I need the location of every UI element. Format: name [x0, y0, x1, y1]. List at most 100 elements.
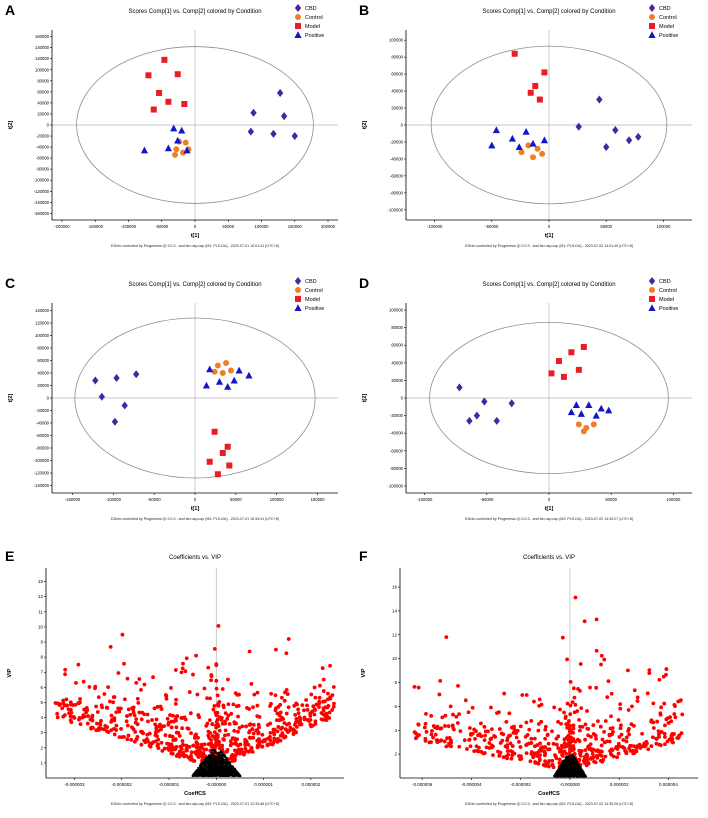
svg-text:9: 9 — [40, 640, 43, 645]
svg-text:-60000: -60000 — [390, 448, 404, 453]
svg-text:t[1]: t[1] — [545, 233, 554, 239]
svg-text:Control: Control — [305, 288, 323, 294]
svg-text:2: 2 — [40, 745, 43, 750]
panel-a: A Scores Comp[1] vs. Comp[2] colored by … — [0, 0, 354, 272]
svg-text:100000: 100000 — [270, 497, 285, 502]
svg-text:-0.000000: -0.000000 — [560, 782, 581, 787]
svg-text:60000: 60000 — [37, 358, 49, 363]
svg-text:-140000: -140000 — [34, 483, 50, 488]
svg-text:8: 8 — [394, 680, 397, 685]
svg-text:-80000: -80000 — [36, 446, 50, 451]
svg-text:50000: 50000 — [605, 497, 617, 502]
svg-text:5: 5 — [40, 700, 43, 705]
svg-text:100000: 100000 — [389, 38, 404, 43]
svg-text:-20000: -20000 — [390, 413, 404, 418]
svg-text:6: 6 — [394, 704, 397, 709]
svg-text:10: 10 — [38, 624, 44, 629]
svg-text:EZinfo controlled by Progenesi: EZinfo controlled by Progenesis QI 3.0.3… — [111, 517, 279, 521]
svg-text:3: 3 — [40, 730, 43, 735]
panel-f: F Coefficients vs. VIP 2 4 6 8 10 12 14 16 -0.000… — [354, 546, 708, 818]
svg-text:-0.000001: -0.000001 — [159, 782, 180, 787]
svg-text:-0.000002: -0.000002 — [511, 782, 532, 787]
svg-text:80000: 80000 — [391, 55, 403, 60]
svg-text:EZinfo controlled by Progenesi: EZinfo controlled by Progenesis QI 3.0.3… — [111, 244, 279, 248]
svg-text:150000: 150000 — [311, 497, 326, 502]
svg-text:Control: Control — [305, 15, 323, 21]
svg-text:-0.000003: -0.000003 — [64, 782, 85, 787]
svg-text:-120000: -120000 — [34, 189, 50, 194]
svg-text:-100000: -100000 — [121, 224, 137, 229]
svg-text:Positive: Positive — [659, 306, 678, 312]
scores-plot-a: Scores Comp[1] vs. Comp[2] colored by Co… — [8, 3, 338, 248]
svg-text:-100000: -100000 — [388, 483, 404, 488]
svg-text:-100000: -100000 — [388, 207, 404, 212]
svg-text:20000: 20000 — [37, 383, 49, 388]
svg-text:100000: 100000 — [35, 333, 50, 338]
svg-text:0: 0 — [401, 396, 404, 401]
svg-text:60000: 60000 — [391, 343, 403, 348]
svg-text:EZinfo controlled by Progenesi: EZinfo controlled by Progenesis QI 3.0.3… — [465, 244, 633, 248]
svg-text:Model: Model — [659, 24, 674, 30]
panel-label-d: D — [359, 275, 370, 291]
svg-text:-60000: -60000 — [36, 156, 50, 161]
svg-text:2: 2 — [394, 752, 397, 757]
svg-text:Control: Control — [659, 288, 677, 294]
panel-label-c: C — [5, 275, 16, 291]
svg-text:50000: 50000 — [230, 497, 242, 502]
svg-text:t[2]: t[2] — [362, 394, 368, 403]
vip-plot-f: Coefficients vs. VIP 2 4 6 8 10 12 14 16 -0.00000… — [361, 555, 698, 806]
svg-text:80000: 80000 — [37, 78, 49, 83]
svg-text:20000: 20000 — [391, 378, 403, 383]
svg-text:t[1]: t[1] — [191, 233, 200, 239]
svg-text:8: 8 — [40, 655, 43, 660]
svg-text:-100000: -100000 — [34, 458, 50, 463]
svg-text:4: 4 — [394, 728, 397, 733]
scores-plot-c: Scores Comp[1] vs. Comp[2] colored by Co… — [8, 276, 338, 521]
panel-label-f: F — [359, 548, 368, 564]
svg-text:0.000002: 0.000002 — [301, 782, 320, 787]
svg-text:160000: 160000 — [35, 34, 50, 39]
svg-text:13: 13 — [38, 579, 44, 584]
svg-text:Coefficients vs. VIP: Coefficients vs. VIP — [169, 555, 221, 561]
svg-text:-140000: -140000 — [34, 200, 50, 205]
svg-text:CBD: CBD — [659, 279, 671, 285]
svg-text:120000: 120000 — [35, 56, 50, 61]
svg-text:140000: 140000 — [35, 308, 50, 313]
svg-text:12: 12 — [392, 632, 398, 637]
svg-text:100000: 100000 — [666, 497, 681, 502]
svg-text:20000: 20000 — [391, 106, 403, 111]
svg-text:-50000: -50000 — [155, 224, 169, 229]
panel-e: E Coefficients vs. VIP 1 2 3 4 5 6 7 8 9 10 11 12 13-… — [0, 546, 354, 818]
vip-plot-e: Coefficients vs. VIP12345678910111213-0.… — [7, 555, 344, 806]
svg-text:11: 11 — [38, 609, 43, 614]
svg-text:40000: 40000 — [391, 360, 403, 365]
svg-text:0.000002: 0.000002 — [610, 782, 629, 787]
svg-text:50000: 50000 — [222, 224, 234, 229]
svg-text:Scores Comp[1] vs. Comp[2] col: Scores Comp[1] vs. Comp[2] colored by Co… — [128, 282, 261, 288]
svg-text:-150000: -150000 — [65, 497, 81, 502]
svg-text:EZinfo controlled by Progenesi: EZinfo controlled by Progenesis QI 3.0.3… — [465, 517, 633, 521]
svg-text:-100000: -100000 — [106, 497, 122, 502]
svg-text:-40000: -40000 — [390, 156, 404, 161]
svg-text:1: 1 — [40, 760, 43, 765]
svg-text:0: 0 — [194, 497, 197, 502]
svg-text:-0.000006: -0.000006 — [412, 782, 433, 787]
svg-text:-20000: -20000 — [390, 139, 404, 144]
svg-text:t[2]: t[2] — [362, 121, 368, 130]
svg-text:150000: 150000 — [288, 224, 303, 229]
svg-text:-40000: -40000 — [36, 145, 50, 150]
svg-text:-80000: -80000 — [36, 167, 50, 172]
svg-text:Model: Model — [659, 297, 674, 303]
svg-text:0: 0 — [548, 224, 551, 229]
svg-text:7: 7 — [40, 670, 43, 675]
svg-text:10: 10 — [392, 656, 398, 661]
svg-text:VIP: VIP — [361, 668, 367, 677]
svg-text:-50000: -50000 — [148, 497, 162, 502]
svg-text:-60000: -60000 — [390, 173, 404, 178]
svg-text:4: 4 — [40, 715, 43, 720]
svg-text:CBD: CBD — [659, 6, 671, 12]
panel-b: B Scores Comp[1] vs. Comp[2] colored by … — [354, 0, 708, 272]
svg-text:Scores Comp[1] vs. Comp[2] col: Scores Comp[1] vs. Comp[2] colored by Co… — [128, 9, 261, 15]
svg-text:-200000: -200000 — [54, 224, 70, 229]
